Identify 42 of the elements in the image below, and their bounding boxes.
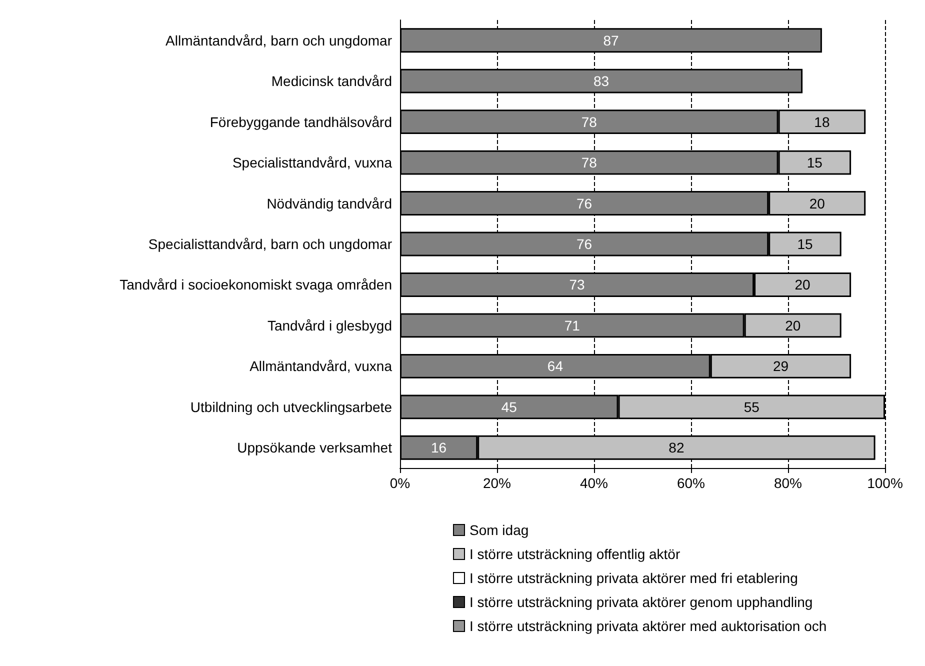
- data-label: 64: [547, 358, 564, 374]
- data-label: 20: [809, 195, 826, 212]
- legend-label: I större utsträckning privata aktörer med fri etablering: [470, 570, 798, 586]
- y-tick-label: Nödvändig tandvård: [266, 195, 392, 212]
- y-tick-label: Tandvård i glesbygd: [267, 317, 392, 334]
- x-tick-label: 80%: [774, 475, 802, 491]
- data-label: 15: [806, 154, 823, 171]
- legend-label: I större utsträckning offentlig aktör: [470, 546, 680, 562]
- data-label: 73: [569, 276, 586, 293]
- legend-label: I större utsträckning privata aktörer genom upphandling: [470, 594, 813, 610]
- data-label: 76: [576, 195, 592, 212]
- y-tick-label: Tandvård i socioekonomiskt svaga områden: [120, 276, 392, 293]
- data-label: 55: [744, 398, 760, 415]
- data-label: 78: [581, 114, 598, 130]
- x-tick-label: 40%: [580, 475, 608, 491]
- x-tick-label: 20%: [482, 475, 512, 491]
- data-label: 71: [564, 317, 580, 334]
- data-label: 76: [576, 236, 592, 252]
- data-label: 18: [814, 114, 830, 130]
- legend-label: Som idag: [470, 522, 529, 538]
- x-tick-label: 100%: [867, 475, 903, 491]
- data-label: 15: [797, 236, 813, 252]
- data-label: 83: [593, 73, 610, 90]
- data-label: 82: [668, 440, 684, 456]
- y-tick-label: Uppsökande verksamhet: [237, 440, 392, 456]
- y-tick-label: Specialisttandvård, barn och ungdomar: [148, 236, 392, 252]
- data-label: 29: [772, 358, 789, 374]
- data-label: 87: [603, 32, 619, 48]
- x-tick-label: 0%: [390, 475, 410, 491]
- data-label: 45: [501, 398, 518, 415]
- data-label: 16: [431, 440, 447, 456]
- data-label: 20: [794, 276, 811, 293]
- y-tick-label: Allmäntandvård, vuxna: [250, 358, 392, 374]
- data-label: 78: [581, 154, 598, 171]
- y-tick-label: Medicinsk tandvård: [271, 73, 392, 90]
- data-label: 20: [785, 317, 801, 334]
- y-tick-label: Specialisttandvård, vuxna: [232, 154, 392, 171]
- y-tick-label: Förebyggande tandhälsovård: [210, 114, 392, 130]
- y-tick-label: Utbildning och utvecklingsarbete: [190, 398, 392, 415]
- x-tick-label: 60%: [676, 475, 706, 491]
- y-tick-label: Allmäntandvård, barn och ungdomar: [166, 32, 392, 48]
- legend-label: I större utsträckning privata aktörer med auktorisation och: [470, 618, 827, 634]
